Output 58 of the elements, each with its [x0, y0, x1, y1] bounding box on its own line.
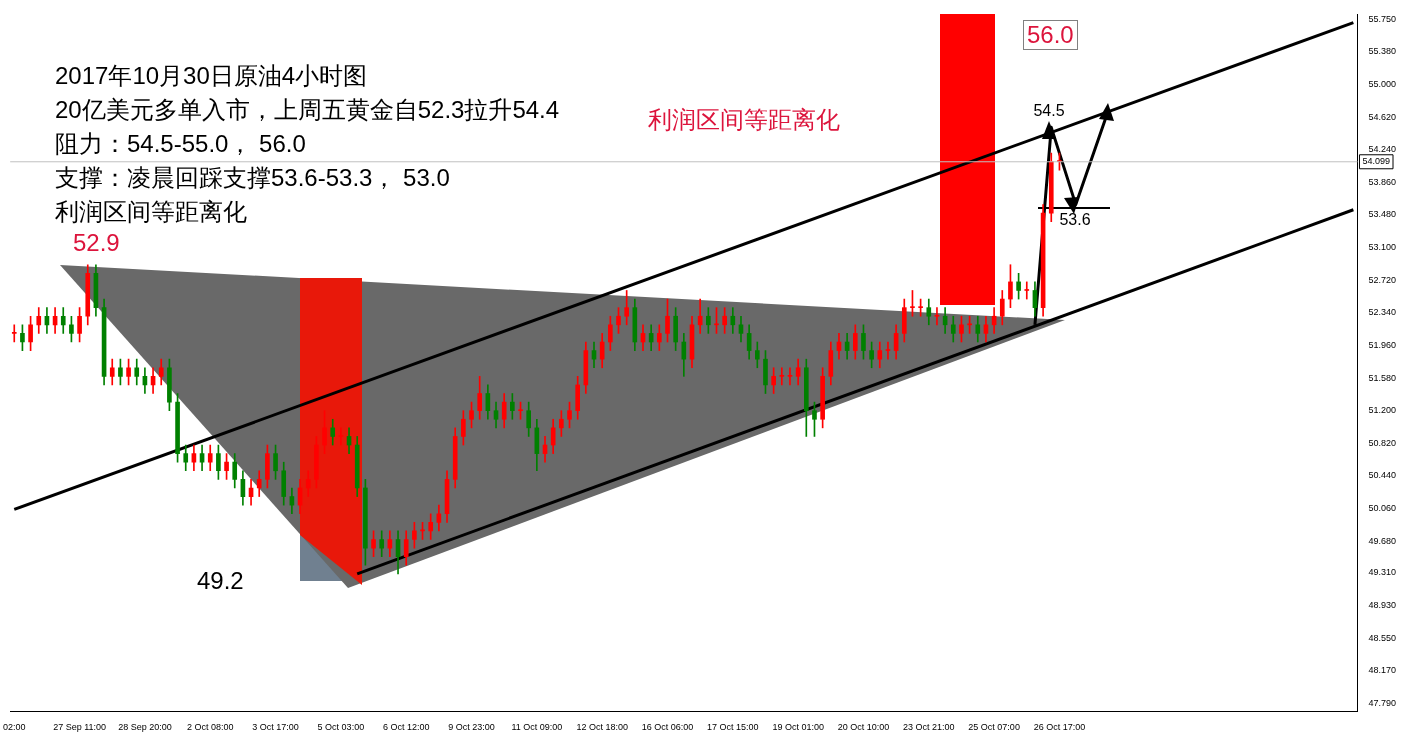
x-tick-label: 28 Sep 20:00 [118, 722, 172, 733]
y-tick-label: 55.380 [1368, 46, 1396, 57]
candlestick [338, 427, 344, 446]
y-tick-label: 53.860 [1368, 176, 1396, 187]
y-tick-label: 51.200 [1368, 405, 1396, 416]
text: 2017年10月30日原油4小时图 [55, 61, 369, 91]
x-tick-label: 20 Oct 10:00 [837, 722, 890, 733]
x-tick-label: 17 Oct 15:00 [707, 722, 759, 733]
y-tick-label: 48.170 [1368, 665, 1396, 676]
y-tick-label: 47.790 [1368, 697, 1396, 708]
annotation: 利润区间等距离化 [648, 105, 840, 135]
y-tick-label: 50.440 [1368, 470, 1396, 481]
y-tick-label: 54.240 [1368, 144, 1396, 155]
x-tick-label: 2 Oct 08:00 [186, 722, 234, 733]
y-tick-label: 49.680 [1368, 535, 1396, 546]
x-tick-label: 02:00 [3, 722, 26, 733]
x-tick-label: 3 Oct 17:00 [252, 722, 299, 733]
candlestick [1024, 281, 1030, 300]
y-tick-label: 51.960 [1368, 339, 1396, 350]
x-tick-label: 26 Oct 17:00 [1033, 722, 1086, 733]
annotation: 20亿美元多单入市，上周五黄金自52.3拉升54.4 [55, 95, 560, 125]
annotation: 56.0 [1023, 20, 1078, 50]
annotation: 支撑：凌晨回踩支撑53.6-53.3， 53.0 [55, 163, 451, 193]
y-tick-label: 48.550 [1368, 632, 1396, 643]
candlestick [934, 307, 940, 326]
annotation: 52.9 [73, 229, 120, 257]
x-tick-label: 12 Oct 18:00 [576, 722, 628, 733]
y-tick-label: 48.930 [1368, 600, 1396, 611]
y-tick-label: 52.340 [1368, 307, 1396, 318]
annotation: 49.2 [197, 567, 244, 595]
annotation: 阻力：54.5-55.0， 56.0 [55, 129, 307, 159]
x-tick-label: 5 Oct 03:00 [317, 722, 365, 733]
annotation: 53.6 [1059, 211, 1091, 229]
x-tick-label: 16 Oct 06:00 [641, 722, 694, 733]
x-tick-label: 23 Oct 21:00 [903, 722, 955, 733]
y-tick-label: 51.580 [1368, 372, 1396, 383]
x-tick-label: 6 Oct 12:00 [382, 722, 430, 733]
y-tick-label: 53.480 [1368, 209, 1396, 220]
annotation: 利润区间等距离化 [55, 197, 248, 227]
y-tick-label: 50.820 [1368, 437, 1396, 448]
y-tick-label: 52.720 [1368, 274, 1396, 285]
candlestick [885, 341, 891, 360]
annotation: 54.5 [1033, 101, 1065, 119]
y-tick-label: 50.060 [1368, 503, 1396, 514]
candlestick [787, 367, 793, 386]
y-tick-label: 55.000 [1368, 78, 1396, 89]
ref-line-label: 54.099 [1362, 156, 1390, 167]
y-tick-label: 53.100 [1368, 242, 1396, 253]
x-tick-label: 25 Oct 07:00 [968, 722, 1020, 733]
candlestick [779, 367, 785, 386]
y-tick-label: 49.310 [1368, 567, 1396, 578]
y-tick-label: 55.750 [1368, 14, 1396, 25]
x-tick-label: 19 Oct 01:00 [772, 722, 824, 733]
candlestick [11, 324, 17, 343]
x-tick-label: 9 Oct 23:00 [448, 722, 495, 733]
x-tick-label: 11 Oct 09:00 [511, 722, 563, 733]
x-tick-label: 27 Sep 11:00 [53, 722, 107, 733]
y-tick-label: 54.620 [1368, 111, 1396, 122]
